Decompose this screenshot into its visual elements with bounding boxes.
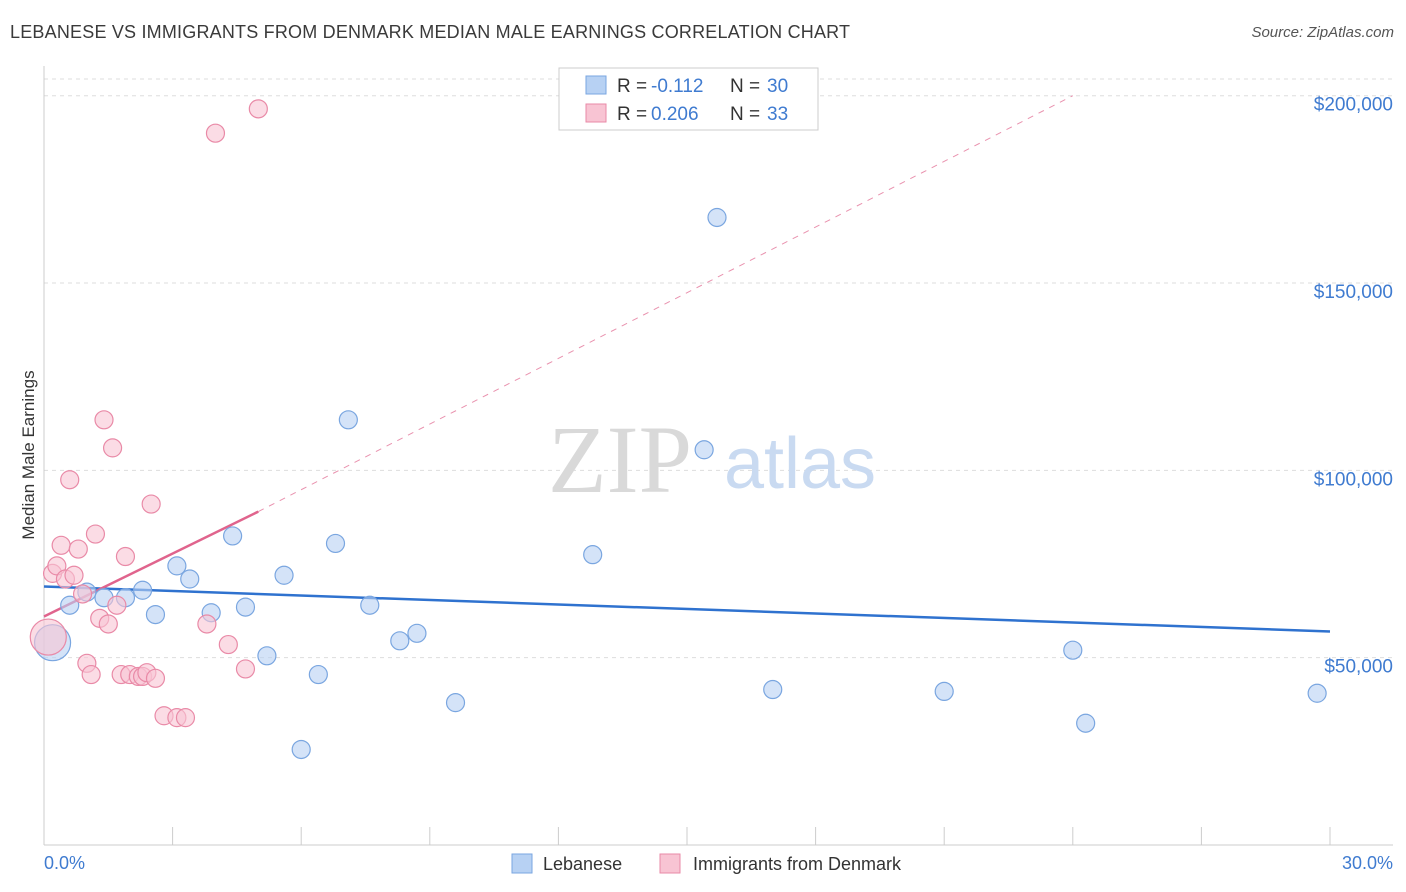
axes	[43, 66, 1393, 846]
point-denmark-10	[81, 664, 101, 685]
point-lebanese-19	[390, 631, 410, 651]
point-lebanese-22	[583, 545, 603, 565]
y-axis-label: Median Male Earnings	[19, 370, 38, 539]
legend-n-label-2: N =	[730, 104, 760, 125]
point-lebanese-20	[407, 623, 427, 643]
point-lebanese-26	[934, 681, 954, 702]
series-legend-swatch-lebanese	[511, 853, 533, 874]
point-denmark-28	[197, 614, 217, 634]
point-lebanese-16	[325, 533, 346, 554]
y-tick-label-3: $200,000	[1314, 95, 1393, 116]
series-legend-swatch-denmark	[659, 853, 681, 874]
point-lebanese-15	[308, 664, 328, 685]
point-lebanese-8	[180, 569, 200, 589]
point-lebanese-24	[707, 207, 727, 228]
point-lebanese-7	[167, 556, 187, 576]
point-lebanese-27	[1063, 640, 1083, 660]
y-tick-label-2: $150,000	[1314, 282, 1393, 303]
point-lebanese-5	[132, 580, 153, 600]
point-denmark-5	[60, 470, 80, 490]
legend-r-label-2: R =	[617, 104, 647, 125]
chart-title: LEBANESE VS IMMIGRANTS FROM DENMARK MEDI…	[10, 22, 851, 42]
point-denmark-15	[102, 438, 123, 458]
trend-extension-1	[258, 95, 1074, 513]
source-credit: Source: ZipAtlas.com	[1251, 24, 1394, 41]
trend-line-0	[43, 585, 1331, 633]
series-legend: Lebanese Immigrants from Denmark	[511, 853, 902, 874]
scatter-points	[29, 99, 1327, 760]
grid-lines	[44, 78, 1393, 659]
x-tick-label-min: 0.0%	[44, 853, 85, 873]
point-lebanese-25	[763, 679, 783, 700]
point-lebanese-28	[1076, 713, 1096, 733]
x-tick-label-max: 30.0%	[1342, 853, 1393, 873]
point-denmark-23	[141, 494, 161, 514]
point-lebanese-18	[360, 595, 380, 615]
point-denmark-27	[175, 708, 196, 728]
point-lebanese-6	[145, 604, 166, 625]
point-denmark-14	[98, 614, 118, 634]
point-lebanese-10	[223, 526, 243, 546]
point-denmark-7	[68, 539, 88, 559]
legend-swatch-denmark	[585, 103, 607, 123]
point-lebanese-29	[1307, 683, 1327, 703]
point-lebanese-11	[235, 597, 256, 617]
point-denmark-0	[29, 618, 67, 656]
legend-n-label-1: N =	[730, 76, 760, 97]
watermark: ZIP atlas	[548, 406, 876, 513]
point-lebanese-1	[60, 595, 80, 615]
correlation-legend: R = -0.112 N = 30 R = 0.206 N = 33	[558, 67, 819, 131]
point-lebanese-17	[338, 410, 358, 430]
point-denmark-6	[64, 565, 84, 585]
point-denmark-31	[235, 659, 256, 679]
series-legend-label-denmark: Immigrants from Denmark	[693, 854, 902, 874]
y-tick-labels: $50,000 $100,000 $150,000 $200,000	[1314, 95, 1393, 678]
watermark-zip: ZIP	[548, 406, 692, 513]
point-denmark-11	[85, 524, 106, 544]
point-lebanese-12	[257, 646, 277, 666]
point-lebanese-13	[274, 565, 294, 585]
point-lebanese-14	[291, 739, 311, 760]
watermark-atlas: atlas	[724, 424, 876, 504]
point-denmark-29	[205, 123, 226, 143]
y-tick-label-0: $50,000	[1324, 657, 1393, 678]
point-lebanese-21	[445, 693, 466, 713]
point-denmark-8	[72, 584, 93, 604]
point-denmark-3	[51, 535, 71, 555]
legend-r-value-2: 0.206	[651, 104, 699, 125]
point-lebanese-23	[694, 440, 714, 460]
trend-lines	[43, 95, 1331, 633]
legend-n-value-1: 30	[767, 76, 788, 97]
point-denmark-16	[107, 595, 127, 615]
point-denmark-32	[248, 99, 268, 119]
legend-r-label-1: R =	[617, 76, 647, 97]
point-denmark-30	[218, 634, 238, 655]
legend-swatch-lebanese	[585, 75, 607, 95]
point-denmark-13	[94, 410, 114, 430]
point-denmark-24	[145, 668, 166, 688]
legend-r-value-1: -0.112	[651, 76, 703, 97]
point-denmark-18	[115, 546, 136, 567]
legend-n-value-2: 33	[767, 104, 788, 125]
y-tick-label-1: $100,000	[1314, 469, 1393, 490]
series-legend-label-lebanese: Lebanese	[543, 854, 622, 874]
